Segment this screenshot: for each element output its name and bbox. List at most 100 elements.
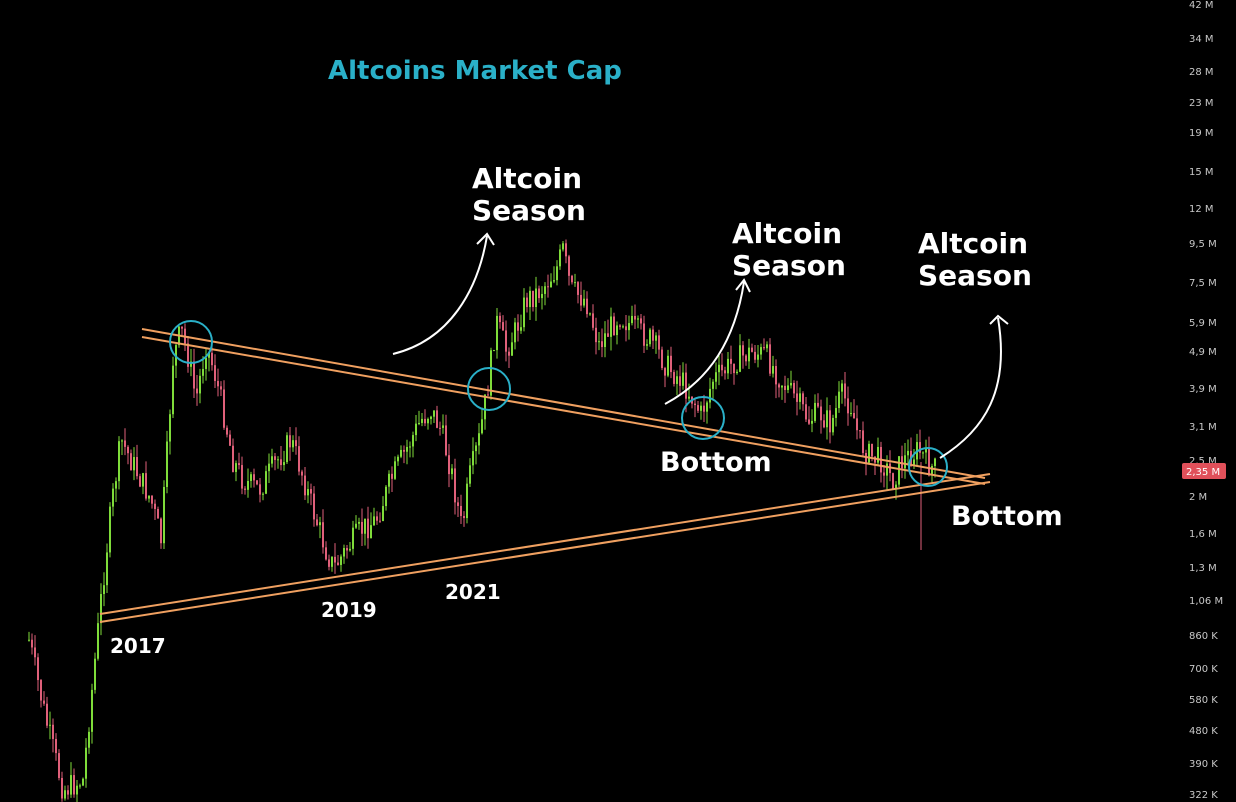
candle-body [496,315,498,351]
candle-body [727,358,729,374]
candle-body [124,440,126,447]
candle-body [712,381,714,389]
candle-body [94,658,96,690]
y-tick-label: 34 M [1189,34,1214,45]
candle-body [601,341,603,348]
candle-body [622,326,624,328]
candle-body [694,403,696,406]
candle-body [544,286,546,294]
candle-body [115,481,117,489]
candle-body [133,457,135,471]
arrow-season-3 [939,317,1002,459]
candle-body [781,385,783,388]
candle-body [295,440,297,447]
candle-body [598,341,600,343]
candle-body [502,322,504,331]
candle-body [646,344,648,346]
candle-body [838,391,840,409]
candle-body [301,471,303,476]
candle-body [514,322,516,343]
candle-body [460,505,462,516]
y-tick-label: 3,9 M [1189,384,1217,395]
candle-body [538,288,540,299]
candle-body [562,243,564,250]
candle-body [721,364,723,371]
candle-body [235,463,237,472]
candle-body [304,475,306,496]
arrow-season-1-head [476,232,495,246]
candle-body [703,405,705,412]
highlight-circles [169,320,948,487]
candle-body [406,446,408,452]
candle-body [832,417,834,433]
candle-body [775,366,777,385]
candle-body [154,503,156,509]
candle-body [337,562,339,565]
candle-body [757,354,759,360]
candle-body [385,486,387,507]
candle-body [109,506,111,553]
candle-body [37,657,39,681]
candle-body [277,459,279,461]
candle-body [778,384,780,388]
candle-body [307,489,309,496]
candle-body [49,724,51,726]
candle-body [589,313,591,315]
candle-body [682,372,684,386]
y-tick-label: 4,9 M [1189,347,1217,358]
current-price-label: 2,35 M [1186,467,1220,478]
candle-body [586,298,588,315]
candle-body [43,700,45,704]
candle-body [211,352,213,366]
candle-body [391,473,393,479]
candle-body [604,333,606,348]
candle-body [631,315,633,324]
candle-body [361,521,363,534]
candle-body [376,516,378,521]
candle-body [595,327,597,343]
label-2017: 2017 [110,634,166,658]
candle-body [64,790,66,799]
candle-body [148,495,150,499]
candle-body [70,775,72,795]
candle-body [787,385,789,391]
candle-body [91,689,93,732]
candle-body [898,456,900,485]
candle-body [121,440,123,442]
candle-body [409,446,411,448]
y-tick-label: 1,3 M [1189,563,1217,574]
candle-body [343,548,345,557]
candle-body [574,282,576,284]
candle-body [619,325,621,327]
candle-body [250,474,252,481]
price-axis: 42 M 34 M 28 M 23 M 19 M 15 M 12 M 9,5 M 7,5 M 5,… [1189,0,1223,801]
season-1-line-1: Altcoin [472,162,582,195]
bottom-label-1: Bottom [660,447,772,478]
candle-body [205,357,207,369]
candle-body [127,446,129,454]
y-tick-label: 28 M [1189,67,1214,78]
candle-body [769,344,771,374]
candle-body [259,484,261,495]
candle-body [298,446,300,472]
candle-body [88,731,90,748]
candle-body [415,423,417,436]
candle-body [790,382,792,386]
candle-body [607,333,609,337]
candle-body [34,647,36,658]
candle-body [79,785,81,787]
season-3-line-2: Season [918,259,1032,292]
candle-body [487,394,489,396]
candle-body [232,445,234,472]
candle-body [85,747,87,779]
arrow-season-3-head [989,314,1009,325]
candle-body [871,443,873,457]
candle-body [130,453,132,471]
candle-body [796,393,798,402]
candle-body [877,446,879,463]
candle-body [556,266,558,281]
candle-body [430,416,432,419]
candle-body [457,502,459,506]
candle-body [472,451,474,466]
candle-body [922,452,924,454]
